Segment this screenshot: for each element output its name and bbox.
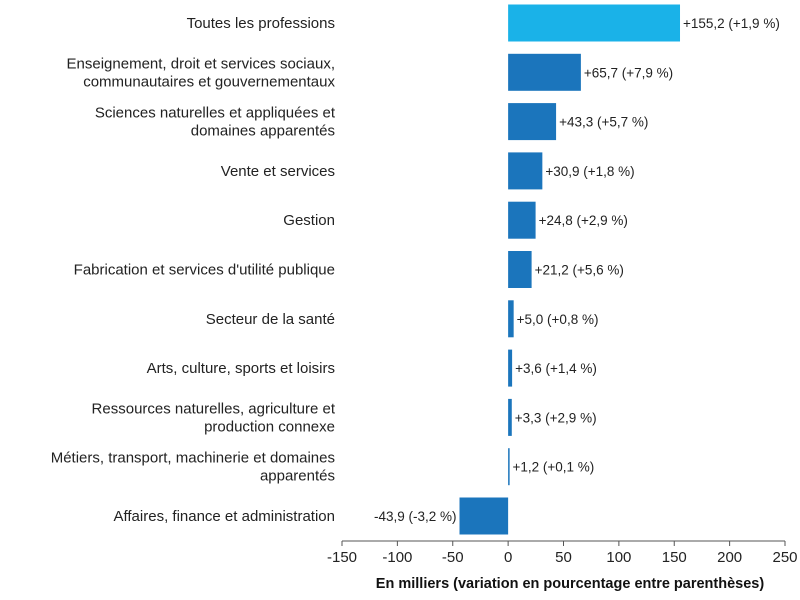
x-axis-title: En milliers (variation en pourcentage en… <box>376 576 765 592</box>
bar <box>508 398 512 436</box>
category-label: Fabrication et services d'utilité publiq… <box>74 262 335 279</box>
category-labels-group: Toutes les professions Enseignement, droi… <box>51 15 336 525</box>
category-label: Toutes les professions <box>187 15 335 32</box>
data-label: +155,2 (+1,9 %) <box>683 16 780 31</box>
category-label-line: Fabrication et services d'utilité publiq… <box>74 262 335 279</box>
x-tick-label: -50 <box>442 549 464 566</box>
bar <box>508 201 536 239</box>
category-label: Ressources naturelles, agriculture et pro… <box>92 400 336 435</box>
category-label-line: Toutes les professions <box>187 15 335 32</box>
bar <box>508 448 510 486</box>
category-label-line: Enseignement, droit et services sociaux, <box>67 55 335 72</box>
data-label: +5,0 (+0,8 %) <box>517 312 599 327</box>
data-label: -43,9 (-3,2 %) <box>374 509 457 524</box>
category-label: Arts, culture, sports et loisirs <box>147 360 335 377</box>
category-label-line: Vente et services <box>221 163 335 180</box>
x-tick-label: 0 <box>504 549 512 566</box>
category-label-line: Ressources naturelles, agriculture et <box>92 400 336 417</box>
data-label: +43,3 (+5,7 %) <box>559 115 648 130</box>
data-label: +65,7 (+7,9 %) <box>584 65 673 80</box>
category-label-line: Gestion <box>283 212 335 229</box>
category-label-line: Sciences naturelles et appliquées et <box>95 105 336 122</box>
bar <box>508 349 513 387</box>
bars-group <box>459 4 681 535</box>
bar <box>508 53 581 91</box>
x-tick-label: 100 <box>606 549 631 566</box>
data-label: +30,9 (+1,8 %) <box>545 164 634 179</box>
x-tick-label: -150 <box>327 549 357 566</box>
category-label: Secteur de la santé <box>206 311 335 328</box>
x-tick-label: 150 <box>662 549 687 566</box>
category-label-line: production connexe <box>204 418 335 435</box>
data-label: +3,3 (+2,9 %) <box>515 410 597 425</box>
x-tick-label: -100 <box>382 549 412 566</box>
bar <box>508 103 557 141</box>
category-label: Gestion <box>283 212 335 229</box>
bar <box>459 497 509 535</box>
category-label-line: communautaires et gouvernementaux <box>83 73 335 90</box>
category-label: Métiers, transport, machinerie et domain… <box>51 450 335 485</box>
category-label-line: Secteur de la santé <box>206 311 335 328</box>
x-tick-label: 250 <box>772 549 797 566</box>
category-label-line: domaines apparentés <box>191 123 335 140</box>
category-label: Enseignement, droit et services sociaux,… <box>67 55 336 90</box>
category-label-line: apparentés <box>260 468 335 485</box>
category-label-line: Affaires, finance et administration <box>113 508 335 525</box>
x-tick-label: 50 <box>555 549 572 566</box>
bar <box>508 152 543 190</box>
data-label: +1,2 (+0,1 %) <box>512 460 594 475</box>
data-label: +24,8 (+2,9 %) <box>539 213 628 228</box>
value-labels-group: +155,2 (+1,9 %) +65,7 (+7,9 %) +43,3 (+5,7… <box>374 16 780 524</box>
data-label: +3,6 (+1,4 %) <box>515 361 597 376</box>
bar <box>508 4 681 42</box>
bar <box>508 300 514 338</box>
category-label: Vente et services <box>221 163 335 180</box>
category-label: Sciences naturelles et appliquées et doma… <box>95 105 336 140</box>
x-tick-label: 200 <box>717 549 742 566</box>
category-label-line: Métiers, transport, machinerie et domain… <box>51 450 335 467</box>
data-label: +21,2 (+5,6 %) <box>535 263 624 278</box>
bar <box>508 251 532 288</box>
category-label-line: Arts, culture, sports et loisirs <box>147 360 335 377</box>
category-label: Affaires, finance et administration <box>113 508 335 525</box>
x-axis: -150 -100 -50 0 50 100 150 200 250 <box>327 540 798 566</box>
